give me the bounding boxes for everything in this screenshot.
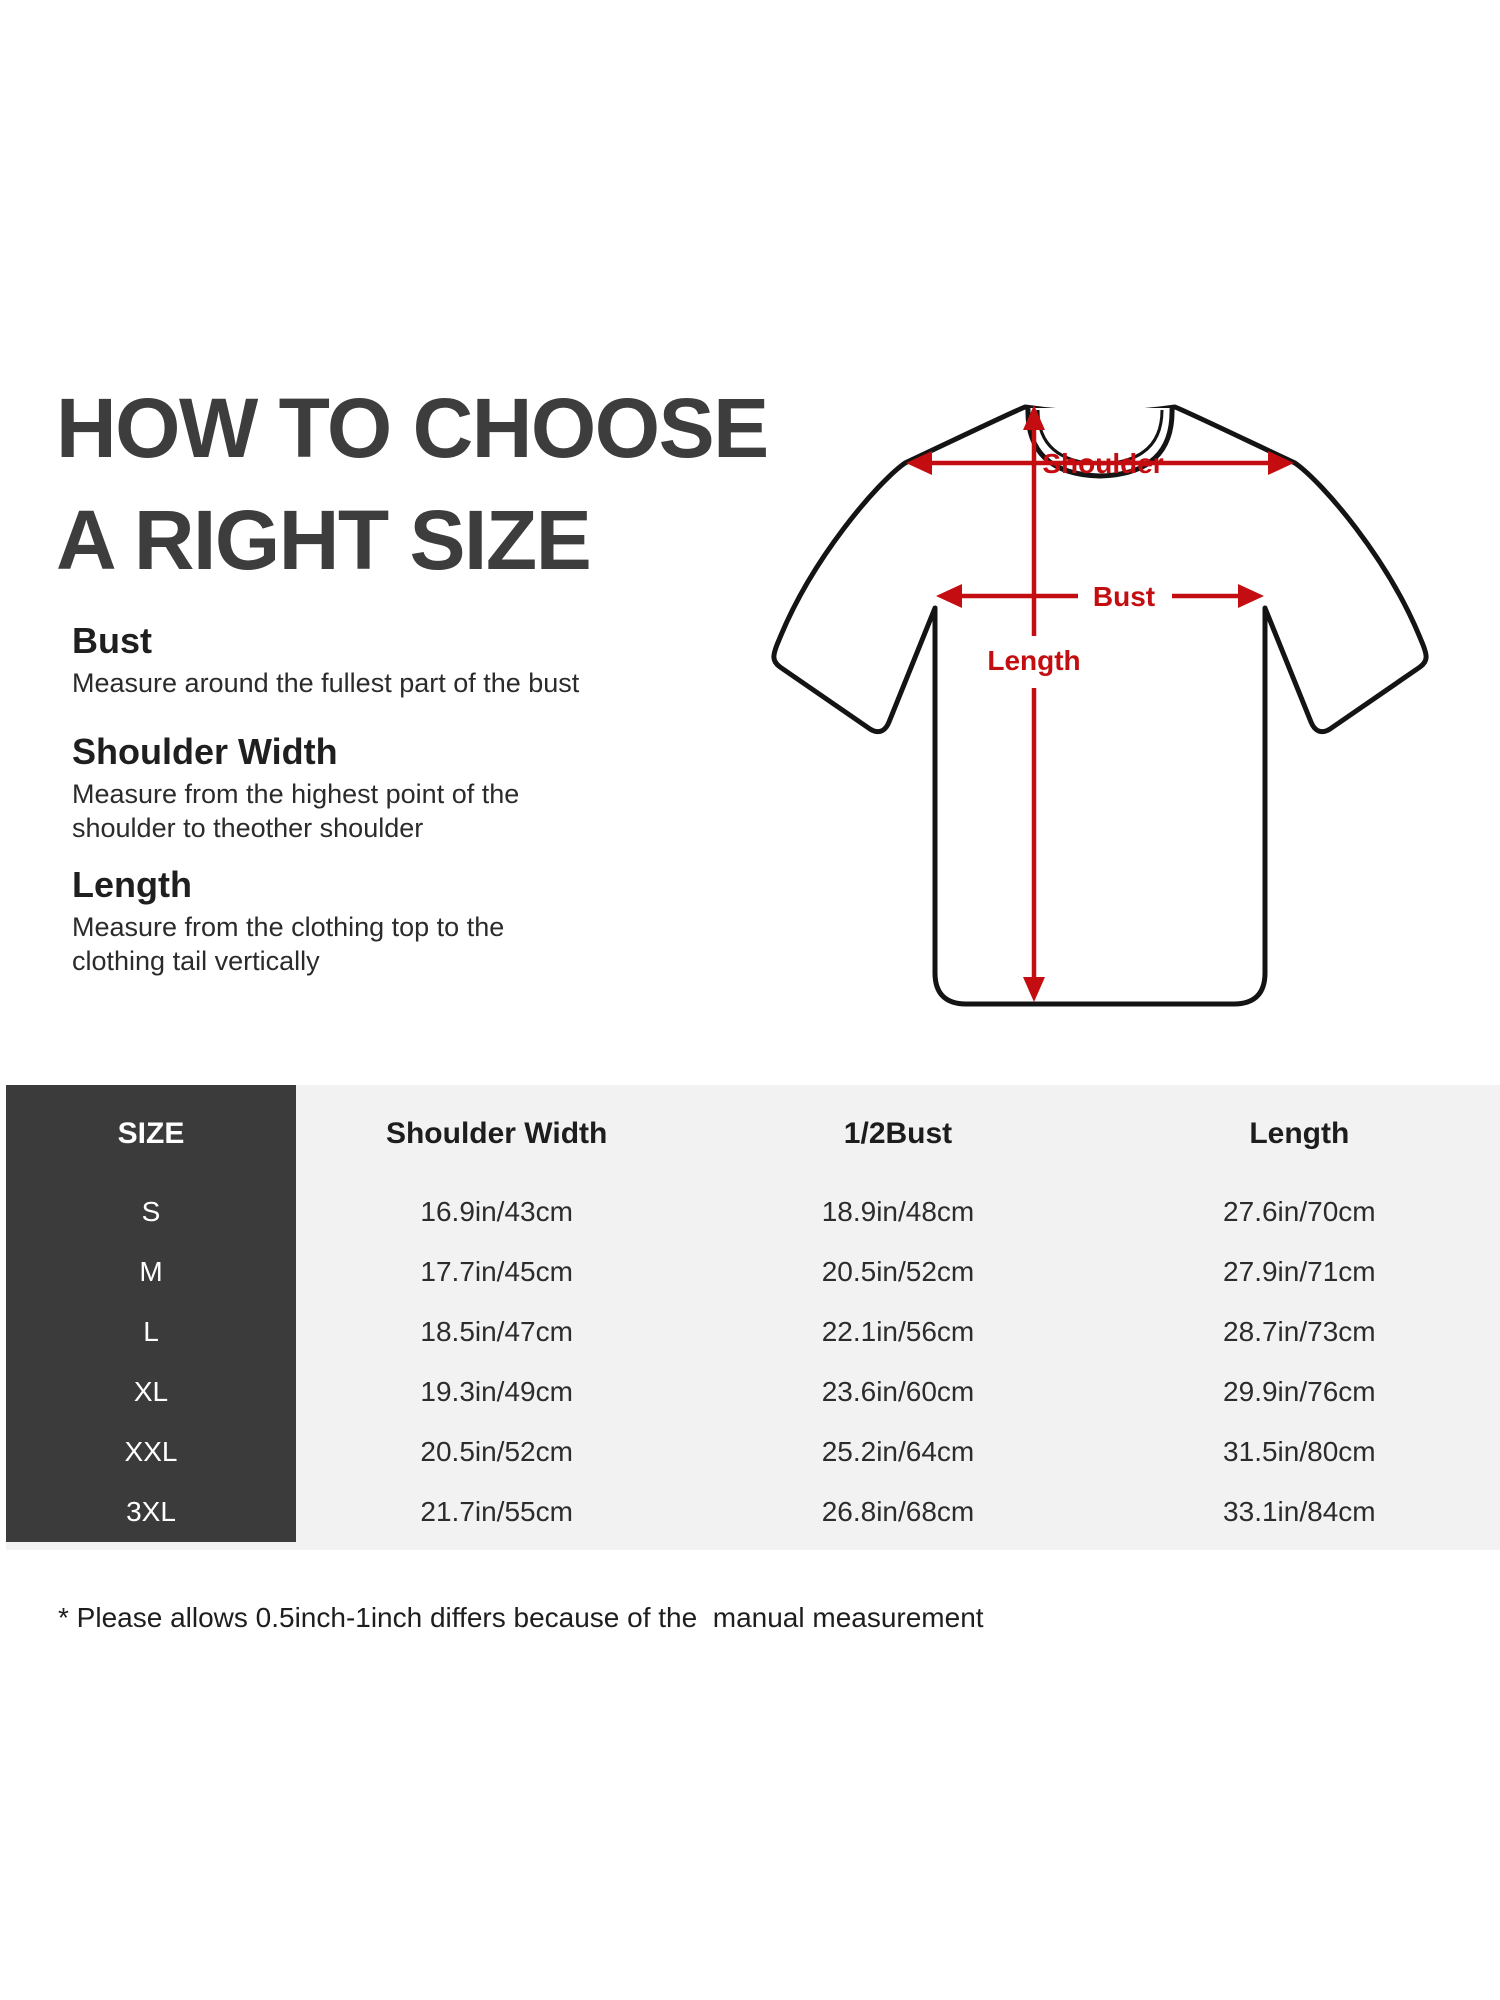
length-label: Length <box>987 645 1080 676</box>
table-row-xxl: XXL 20.5in/52cm 25.2in/64cm 31.5in/80cm <box>6 1422 1500 1482</box>
instruction-bust: Bust Measure around the fullest part of … <box>72 620 592 700</box>
cell-bust: 23.6in/60cm <box>821 1376 975 1407</box>
cell-size: M <box>6 1242 296 1302</box>
shoulder-label: Shoulder <box>1042 448 1163 479</box>
cell-bust: 22.1in/56cm <box>821 1316 975 1347</box>
instruction-bust-desc: Measure around the fullest part of the b… <box>72 668 580 698</box>
cell-bust: 25.2in/64cm <box>821 1436 975 1467</box>
instruction-shoulder-width-title: Shoulder Width <box>72 731 338 772</box>
cell-length: 28.7in/73cm <box>1223 1316 1376 1347</box>
length-arrowhead-bottom <box>1023 977 1045 1002</box>
tshirt-measurement-diagram: Shoulder Length Bust <box>771 404 1429 1007</box>
instruction-bust-title: Bust <box>72 620 152 661</box>
cell-bust: 26.8in/68cm <box>821 1496 975 1527</box>
tshirt-outline <box>771 404 1429 1007</box>
cell-length: 31.5in/80cm <box>1223 1436 1376 1467</box>
instruction-shoulder-width: Shoulder Width Measure from the highest … <box>72 731 592 845</box>
page-title: HOW TO CHOOSE A RIGHT SIZE <box>56 372 769 596</box>
bust-label: Bust <box>1093 581 1155 612</box>
size-table-header-length: Length <box>1249 1116 1350 1150</box>
instruction-shoulder-width-desc: Measure from the highest point of the sh… <box>72 779 520 843</box>
cell-length: 27.6in/70cm <box>1223 1196 1376 1227</box>
bust-arrowhead-right <box>1238 584 1264 608</box>
cell-length: 27.9in/71cm <box>1223 1256 1376 1287</box>
cell-size: L <box>6 1302 296 1362</box>
cell-shoulder: 21.7in/55cm <box>420 1496 573 1527</box>
shoulder-arrowhead-left <box>906 451 932 475</box>
page-title-line-1: HOW TO CHOOSE <box>56 381 769 475</box>
instruction-length: Length Measure from the clothing top to … <box>72 864 592 978</box>
table-row-m: M 17.7in/45cm 20.5in/52cm 27.9in/71cm <box>6 1242 1500 1302</box>
size-table-header-bust: 1/2Bust <box>843 1116 953 1150</box>
cell-shoulder: 19.3in/49cm <box>420 1376 573 1407</box>
size-table-header-row: SIZE Shoulder Width 1/2Bust Length <box>6 1085 1500 1182</box>
cell-shoulder: 20.5in/52cm <box>420 1436 573 1467</box>
instruction-length-title: Length <box>72 864 192 905</box>
cell-shoulder: 18.5in/47cm <box>420 1316 573 1347</box>
cell-bust: 18.9in/48cm <box>821 1196 975 1227</box>
bust-arrowhead-left <box>936 584 962 608</box>
cell-length: 33.1in/84cm <box>1223 1496 1376 1527</box>
table-row-l: L 18.5in/47cm 22.1in/56cm 28.7in/73cm <box>6 1302 1500 1362</box>
length-arrowhead-top <box>1023 405 1045 430</box>
cell-shoulder: 17.7in/45cm <box>420 1256 573 1287</box>
cell-size: S <box>6 1182 296 1242</box>
cell-size: XXL <box>6 1422 296 1482</box>
measurement-disclaimer: * Please allows 0.5inch-1inch differs be… <box>58 1602 984 1633</box>
table-row-s: S 16.9in/43cm 18.9in/48cm 27.6in/70cm <box>6 1182 1500 1242</box>
size-table: SIZE Shoulder Width 1/2Bust Length S 16.… <box>6 1085 1500 1550</box>
cell-size: XL <box>6 1362 296 1422</box>
size-table-header-shoulder: Shoulder Width <box>385 1116 608 1150</box>
cell-length: 29.9in/76cm <box>1223 1376 1376 1407</box>
shoulder-arrowhead-right <box>1268 451 1294 475</box>
table-row-xl: XL 19.3in/49cm 23.6in/60cm 29.9in/76cm <box>6 1362 1500 1422</box>
page-title-line-2: A RIGHT SIZE <box>56 493 592 587</box>
cell-size: 3XL <box>6 1482 296 1542</box>
table-row-3xl: 3XL 21.7in/55cm 26.8in/68cm 33.1in/84cm <box>6 1482 1500 1542</box>
size-table-header-size: SIZE <box>6 1085 296 1182</box>
instruction-length-desc: Measure from the clothing top to the clo… <box>72 912 505 976</box>
cell-bust: 20.5in/52cm <box>821 1256 975 1287</box>
cell-shoulder: 16.9in/43cm <box>420 1196 573 1227</box>
